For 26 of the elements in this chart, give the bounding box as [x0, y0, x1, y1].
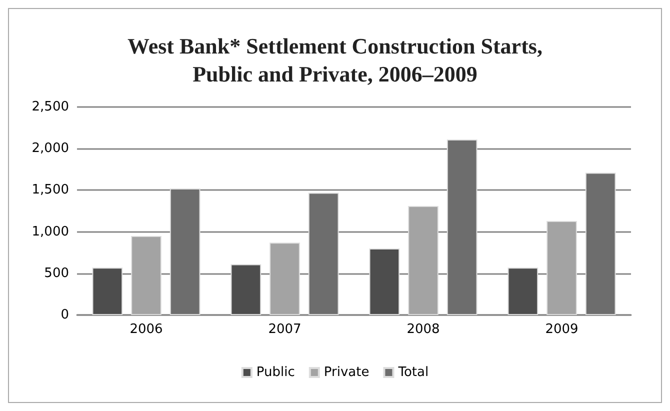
bar	[230, 264, 262, 315]
y-tick-label: 0	[60, 308, 69, 322]
bar	[585, 172, 616, 315]
bar	[446, 139, 478, 315]
bar	[308, 192, 339, 315]
bar	[131, 236, 162, 315]
x-tick-label: 2007	[268, 322, 302, 337]
chart-title: West Bank* Settlement Construction Starts, Public and Private, 2006–2009	[128, 34, 542, 86]
bar	[92, 268, 123, 315]
legend-label: Private	[324, 365, 370, 380]
legend-label: Total	[397, 365, 429, 380]
bar	[408, 206, 438, 315]
x-tick-label: 2008	[406, 322, 440, 337]
legend-label: Public	[256, 365, 295, 380]
bar	[170, 188, 200, 315]
x-tick-label: 2009	[545, 322, 578, 337]
y-tick-label: 2,000	[32, 141, 69, 156]
y-tick-label: 1,000	[32, 224, 69, 240]
bar	[369, 248, 400, 315]
y-tick-label: 2,500	[32, 100, 69, 114]
x-tick-label: 2006	[130, 322, 163, 337]
bar	[508, 268, 538, 315]
bar	[546, 220, 577, 315]
y-tick-label: 1,500	[32, 182, 69, 198]
y-tick-label: 500	[44, 266, 69, 281]
bar	[270, 242, 300, 315]
